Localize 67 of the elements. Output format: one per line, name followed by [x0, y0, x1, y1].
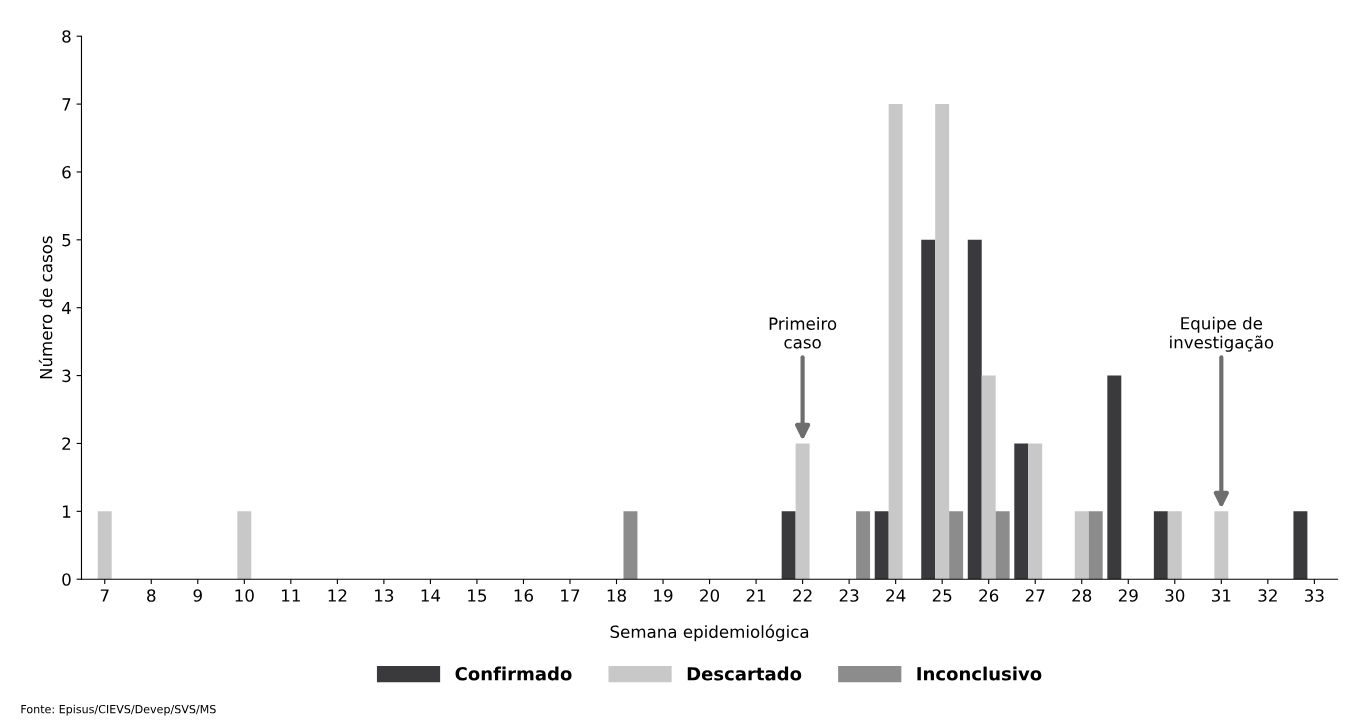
bar: [874, 511, 889, 580]
x-tick-label: 7: [100, 589, 109, 602]
bar: [1107, 375, 1122, 580]
x-tick-label: 32: [1258, 589, 1277, 602]
y-tick-label: 5: [62, 234, 71, 247]
x-tick-label: 24: [886, 589, 906, 602]
x-tick-label: 12: [328, 589, 347, 602]
bar: [1074, 511, 1089, 580]
x-tick-label: 20: [700, 589, 720, 602]
y-tick-label: 7: [62, 98, 71, 111]
legend-label: Confirmado: [455, 666, 572, 681]
bar: [1088, 511, 1103, 580]
x-tick-label: 16: [514, 589, 534, 602]
y-tick-label: 2: [62, 437, 71, 450]
x-tick-label: 31: [1211, 589, 1231, 602]
x-tick-label: 14: [421, 589, 441, 602]
bar: [921, 239, 936, 580]
bar: [967, 239, 982, 580]
bar: [795, 443, 810, 580]
bar: [781, 511, 796, 580]
y-tick-label: 6: [62, 165, 71, 179]
bar: [1214, 511, 1229, 580]
x-tick-label: 8: [147, 589, 156, 602]
x-tick-label: 13: [375, 589, 394, 602]
y-tick-label: 1: [62, 505, 71, 518]
x-tick-label: 28: [1072, 589, 1092, 602]
annotation: Primeiro caso: [769, 317, 837, 349]
bar: [981, 375, 996, 580]
legend-label: Inconclusivo: [917, 666, 1042, 681]
x-tick-label: 29: [1118, 589, 1138, 602]
x-tick-label: 27: [1025, 589, 1045, 602]
bar: [935, 104, 950, 580]
y-tick-label: 0: [62, 573, 71, 586]
x-tick-label: 17: [561, 589, 580, 602]
y-tick-label: 3: [62, 369, 71, 383]
x-tick-label: 33: [1305, 589, 1324, 602]
bar: [1293, 511, 1308, 580]
annotation: Equipe de investigação: [1170, 316, 1274, 352]
bar: [888, 104, 903, 580]
bar: [1153, 511, 1168, 580]
legend-label: Descartado: [687, 666, 802, 681]
x-tick-label: 11: [282, 589, 300, 602]
x-tick-label: 9: [193, 589, 202, 602]
y-tick-label: 8: [62, 30, 71, 43]
y-axis-title: Número de casos: [38, 236, 53, 379]
bar: [237, 511, 252, 580]
bar: [995, 511, 1010, 580]
bar: [1014, 443, 1029, 580]
bar: [1028, 443, 1043, 580]
x-tick-label: 26: [979, 589, 999, 602]
source-note: Fonte: Episus/CIEVS/Devep/SVS/MS: [21, 704, 216, 716]
x-tick-label: 22: [793, 589, 812, 602]
x-axis-title: Semana epidemiológica: [610, 624, 809, 642]
x-tick-label: 21: [746, 589, 766, 602]
y-tick-label: 4: [61, 301, 71, 315]
x-tick-label: 25: [932, 589, 952, 602]
x-tick-label: 23: [839, 589, 859, 602]
bar: [97, 511, 112, 580]
x-tick-label: 30: [1165, 589, 1185, 602]
bar: [856, 511, 871, 580]
x-tick-label: 19: [654, 589, 673, 602]
bar: [1167, 511, 1182, 580]
bar: [949, 511, 964, 580]
x-tick-label: 10: [235, 589, 254, 602]
x-tick-label: 18: [607, 589, 626, 602]
bar: [623, 511, 638, 580]
x-tick-label: 15: [468, 589, 487, 602]
